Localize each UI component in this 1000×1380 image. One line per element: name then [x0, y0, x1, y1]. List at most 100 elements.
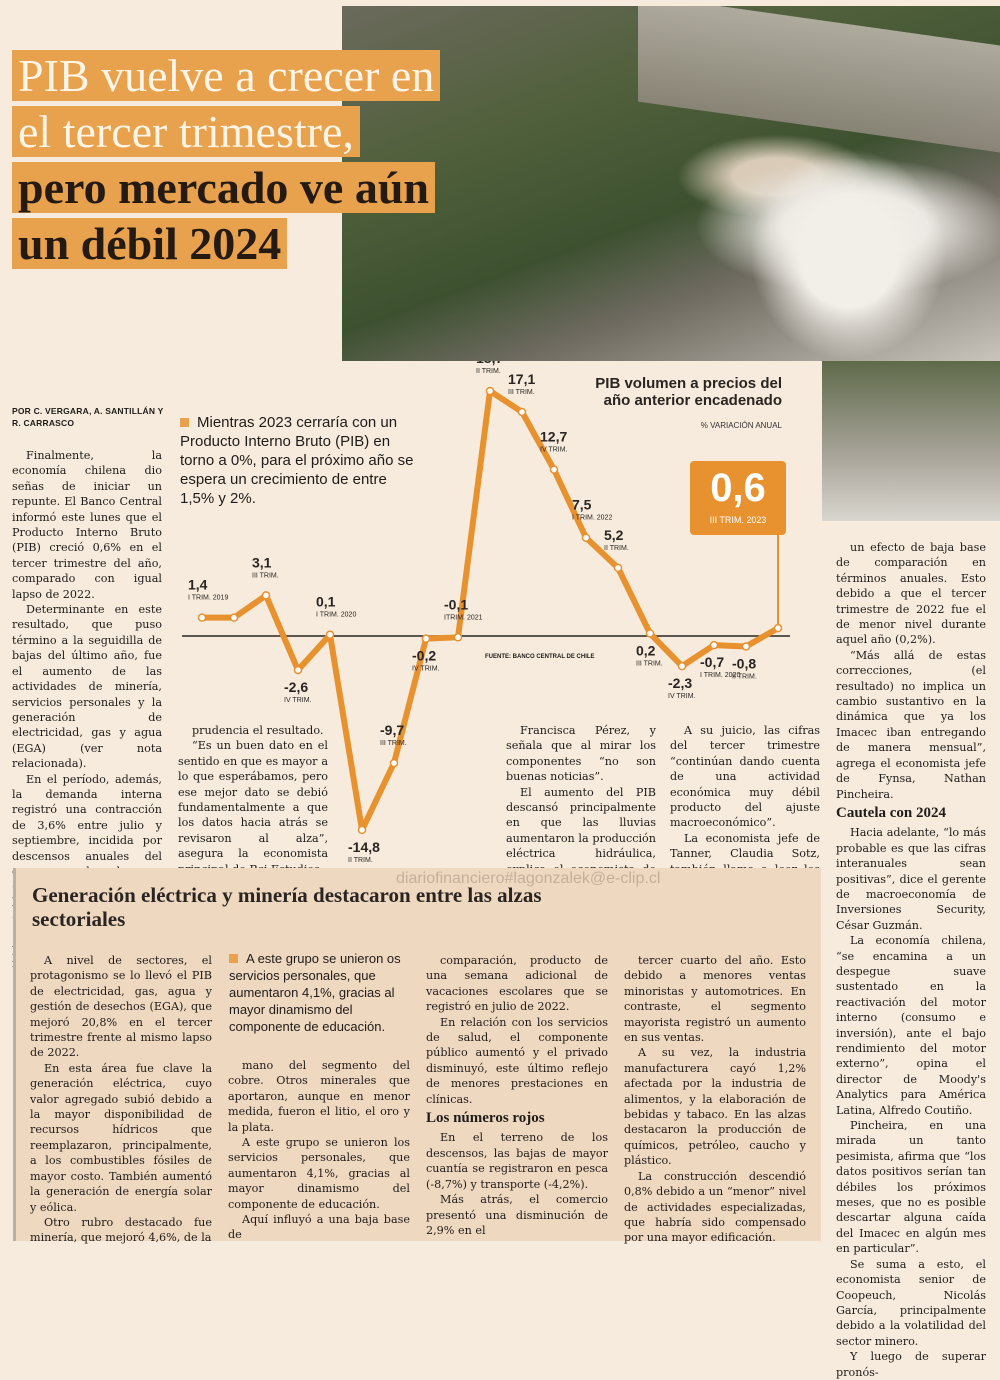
headline-part-b: pero mercado ve aún un débil 2024 [12, 162, 435, 269]
paragraph: prudencia el resultado. [192, 724, 324, 737]
paragraph: A su vez, la industria manufacturera cay… [624, 1046, 806, 1168]
point-period-label: II TRIM. [476, 368, 501, 375]
data-point [677, 661, 687, 671]
box-column-4: tercer cuarto del año. Esto debido a men… [624, 953, 806, 1246]
data-point [517, 407, 527, 417]
hydro-dam-photo [342, 6, 1000, 361]
chart-title: PIB volumen a precios del año anterior e… [595, 375, 782, 409]
paragraph: un efecto de baja base de comparación en… [836, 541, 986, 647]
box-column-3: comparación, producto de una semana adic… [426, 953, 608, 1238]
data-point [197, 613, 207, 622]
paragraph: “Más allá de estas correcciones, (el res… [836, 648, 986, 801]
point-period-label: III TRIM. [508, 389, 535, 396]
point-period-label: IV TRIM. [412, 666, 440, 673]
data-point [261, 591, 271, 600]
box-lead: A este grupo se unieron os servicios per… [229, 950, 414, 1035]
point-period-label: IV TRIM. [284, 697, 312, 704]
paragraph: Se suma a esto, el economista senior de … [836, 1257, 986, 1348]
subhead: Cautela con 2024 [836, 804, 946, 821]
paragraph: En el terreno de los descensos, las baja… [426, 1131, 608, 1191]
data-point [421, 634, 431, 643]
point-value-label: 0,1 [316, 594, 336, 610]
paragraph: Hacia adelante, “lo más probable es que … [836, 826, 986, 932]
paragraph: Otro rubro destacado fue minería, que me… [30, 1215, 212, 1245]
point-value-label: -9,7 [380, 722, 404, 738]
point-value-label: 7,5 [572, 497, 592, 513]
point-value-label: -0,1 [444, 596, 468, 612]
sector-box [13, 868, 821, 1241]
paragraph: La economía chilena, “se encamina a un d… [836, 934, 986, 1117]
paragraph: A nivel de sectores, el protagonismo se … [30, 954, 212, 1060]
article-column-4: A su juicio, las cifras del tercer trime… [670, 723, 820, 908]
point-period-label: I TRIM. 2020 [316, 612, 356, 619]
watermark: diariofinanciero#lagonzalek@e-clip.cl [396, 870, 661, 887]
paragraph: comparación, producto de una semana adic… [426, 954, 608, 1014]
paragraph: “Es un buen dato en el sentido en que es… [178, 739, 328, 875]
point-period-label: III TRIM. [636, 660, 663, 667]
headline: PIB vuelve a crecer en el tercer trimest… [12, 48, 452, 272]
paragraph: En relación con los servicios de salud, … [426, 1015, 608, 1106]
point-period-label: IV TRIM. [668, 693, 696, 700]
paragraph: Pincheira, en una mirada un tanto pesimi… [836, 1119, 986, 1256]
paragraph: mano del segmento del cobre. Otros miner… [228, 1059, 410, 1134]
highlight-callout: 0,6 III TRIM. 2023 [690, 461, 786, 535]
box-lead-text: A este grupo se unieron os servicios per… [229, 951, 401, 1034]
point-value-label: 0,2 [636, 642, 656, 658]
point-value-label: 5,2 [604, 527, 624, 543]
headline-part-a: PIB vuelve a crecer en el tercer trimest… [12, 50, 441, 157]
paragraph: tercer cuarto del año. Esto debido a men… [624, 954, 806, 1045]
paragraph: A este grupo se unieron los servicios pe… [228, 1136, 410, 1211]
data-point [741, 642, 751, 651]
point-value-label: -2,3 [668, 675, 692, 691]
point-period-label: I TRIM. 2019 [188, 595, 228, 602]
paragraph: A su juicio, las cifras del tercer trime… [670, 724, 820, 830]
point-period-label: III TRIM. [252, 572, 279, 579]
point-value-label: 12,7 [540, 429, 567, 445]
point-value-label: -0,8 [732, 655, 756, 671]
data-point [229, 613, 239, 622]
point-period-label: I TRIM. 2022 [572, 515, 612, 522]
data-point [709, 640, 719, 650]
data-point [773, 623, 783, 633]
article-column-5: un efecto de baja base de comparación en… [836, 540, 986, 1380]
paragraph: Más atrás, el comercio presentó una dism… [426, 1193, 608, 1237]
point-period-label: II TRIM. [348, 857, 373, 863]
data-point [357, 825, 367, 835]
data-point [581, 533, 591, 542]
paragraph: Francisca Pérez, y señala que al mirar l… [506, 724, 656, 784]
paragraph: Y luego de superar pronós- [836, 1350, 986, 1379]
lead-paragraph: Mientras 2023 cerraría con un Producto I… [180, 413, 418, 508]
article-column-2: prudencia el resultado. “Es un buen dato … [178, 723, 328, 877]
point-value-label: -14,8 [348, 839, 380, 855]
data-point [293, 665, 303, 675]
data-point [325, 630, 335, 639]
point-period-label: IV TRIM. [540, 447, 568, 454]
point-period-label: III TRIM. [380, 740, 407, 747]
lead-text: Mientras 2023 cerraría con un Producto I… [180, 414, 414, 507]
point-period-label: I TRIM. 2020 [700, 672, 740, 679]
point-value-label: -0,2 [412, 648, 436, 664]
data-point [389, 758, 399, 768]
data-point [613, 563, 623, 573]
paragraph: En esta área fue clave la generación elé… [30, 1061, 212, 1214]
point-value-label: -2,6 [284, 679, 308, 695]
paragraph: La construcción descendió 0,8% debido a … [624, 1169, 806, 1245]
gdp-line-chart: 1,4 I TRIM. 2019 3,1 III TRIM. -2,6 IV TRIM. 0… [182, 361, 790, 863]
point-period-label: II TRIM. [732, 673, 757, 680]
chart-source: FUENTE: BANCO CENTRAL DE CHILE [485, 654, 595, 660]
paragraph: Determinante en este resultado, que puso… [12, 603, 162, 771]
chart-subtitle: % VARIACIÓN ANUAL [700, 421, 782, 430]
box-title: Generación eléctrica y minería destacaro… [32, 883, 542, 931]
box-column-2: mano del segmento del cobre. Otros miner… [228, 1058, 410, 1243]
highlight-label: III TRIM. 2023 [709, 515, 767, 525]
point-value-label: 1,4 [188, 577, 208, 593]
data-point [485, 386, 495, 396]
data-point [549, 465, 559, 474]
highlight-value: 0,6 [710, 466, 766, 510]
box-column-1: A nivel de sectores, el protagonismo se … [30, 953, 212, 1246]
byline: POR C. VERGARA, A. SANTILLÁN Y R. CARRAS… [12, 406, 164, 428]
bullet-square-icon [229, 954, 238, 963]
point-period-label: II TRIM. [604, 545, 629, 552]
point-value-label: 18,7 [476, 361, 503, 366]
paragraph: Finalmente, la economía chilena dio seña… [12, 449, 162, 601]
